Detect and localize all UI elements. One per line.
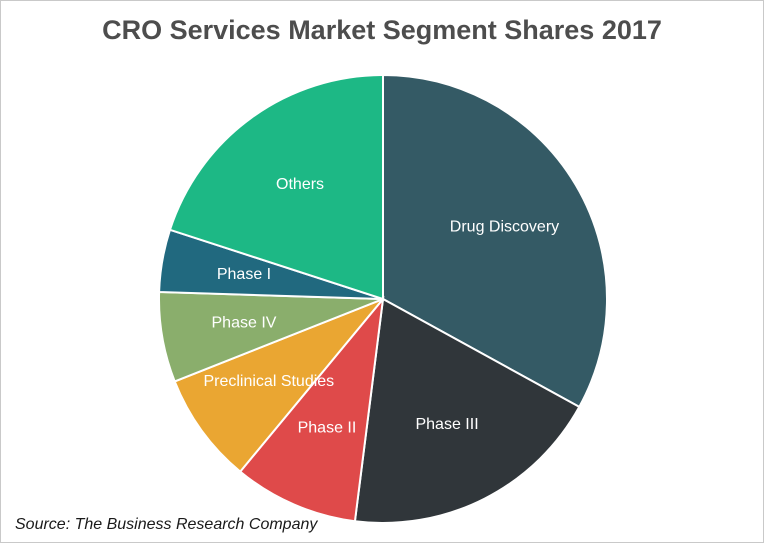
- pie-slice-phase-ii: [238, 295, 385, 523]
- slice-label-preclinical-studies: Preclinical Studies: [203, 373, 334, 390]
- pie-slice-preclinical-studies: [173, 298, 384, 474]
- pie-slice-phase-iii: [353, 297, 581, 524]
- pie-slice-drug-discovery: [382, 73, 608, 409]
- slice-label-phase-iv: Phase IV: [212, 314, 277, 331]
- slice-label-others: Others: [276, 176, 324, 193]
- slice-label-phase-ii: Phase II: [298, 420, 357, 437]
- chart-title: CRO Services Market Segment Shares 2017: [102, 15, 662, 45]
- source-note: Source: The Business Research Company: [15, 516, 318, 533]
- slice-label-drug-discovery: Drug Discovery: [450, 218, 559, 235]
- slice-label-phase-i: Phase I: [217, 266, 271, 283]
- pie-slice-others: [168, 73, 384, 301]
- slice-label-phase-iii: Phase III: [415, 416, 478, 433]
